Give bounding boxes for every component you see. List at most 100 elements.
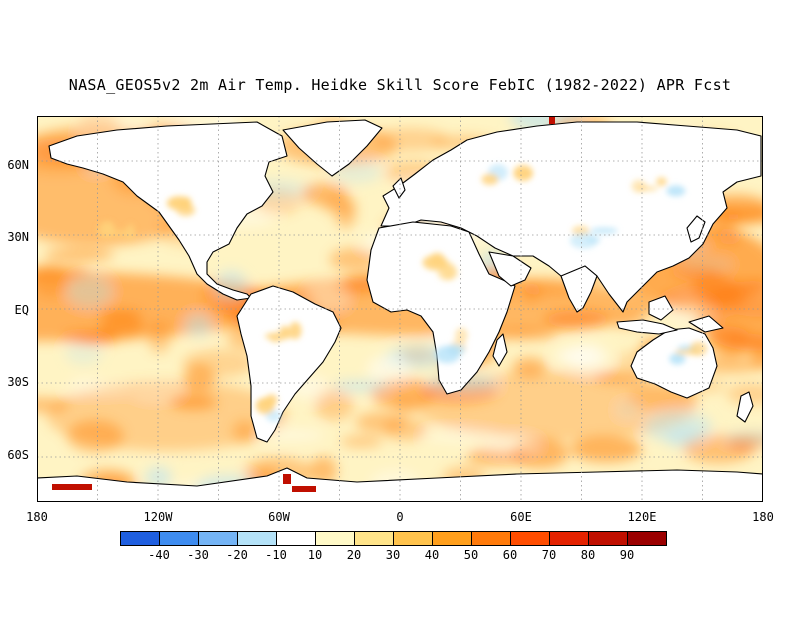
land-skill-texture <box>481 173 499 185</box>
skill-texture <box>491 329 556 340</box>
colorbar-swatch <box>198 531 238 546</box>
skill-texture <box>367 354 411 384</box>
colorbar <box>120 531 667 546</box>
colorbar-swatch <box>471 531 511 546</box>
land-skill-texture <box>590 227 618 235</box>
colorbar-tick-label: 70 <box>541 548 557 562</box>
lon-label-60w: 60W <box>268 510 290 524</box>
skill-texture <box>67 276 112 307</box>
colorbar-tick-label: 30 <box>385 548 401 562</box>
colorbar-tick-label: 80 <box>580 548 596 562</box>
colorbar-tick-label: -40 <box>148 548 170 562</box>
colorbar-swatch <box>237 531 277 546</box>
land-skill-texture <box>586 237 601 244</box>
colorbar-swatch <box>432 531 472 546</box>
lon-label-0: 0 <box>396 510 404 524</box>
skill-texture <box>372 128 448 151</box>
antarctic-patch <box>292 486 316 492</box>
colorbar-tick-label: 90 <box>619 548 635 562</box>
skill-texture <box>570 436 643 463</box>
land-skill-texture <box>656 177 667 187</box>
arctic-patch <box>549 117 555 124</box>
lat-label-30n: 30N <box>7 230 29 244</box>
skill-texture <box>335 201 356 229</box>
uk-coast <box>392 177 406 199</box>
arabia-coast <box>488 251 532 287</box>
madagascar-coast <box>492 333 508 367</box>
skill-texture <box>423 431 499 443</box>
africa-coast <box>366 221 516 395</box>
land-skill-texture <box>430 252 445 267</box>
skill-texture <box>512 357 547 377</box>
land-skill-texture <box>455 327 468 343</box>
new-zealand-coast <box>736 391 754 423</box>
skill-texture <box>544 310 611 329</box>
skill-texture <box>64 340 103 366</box>
skill-texture <box>644 411 713 444</box>
lon-label-180w: 180 <box>26 510 48 524</box>
land-skill-texture <box>631 179 647 193</box>
greenland-coast <box>282 119 383 177</box>
lat-label-eq: EQ <box>14 303 29 317</box>
land-skill-texture <box>513 169 534 178</box>
skill-texture <box>717 228 743 245</box>
colorbar-swatch <box>627 531 667 546</box>
skill-texture <box>314 388 354 421</box>
skill-texture <box>70 377 101 388</box>
skill-texture <box>680 259 734 270</box>
skill-texture <box>593 369 648 384</box>
skill-texture <box>100 309 143 320</box>
skill-texture <box>148 320 171 354</box>
skill-texture <box>78 331 119 346</box>
land-skill-texture <box>289 321 302 340</box>
land-skill-texture <box>110 229 136 238</box>
skill-texture <box>394 396 419 416</box>
lat-label-30s: 30S <box>7 375 29 389</box>
colorbar-swatch <box>510 531 550 546</box>
high-skill-patches <box>52 117 555 492</box>
land-skill-shading <box>97 164 708 422</box>
skill-texture <box>485 436 539 453</box>
colorbar-swatch <box>354 531 394 546</box>
map-plot-area[interactable] <box>37 116 763 502</box>
colorbar-swatch <box>159 531 199 546</box>
eurasia-coast <box>380 121 762 313</box>
colorbar-swatch <box>120 531 160 546</box>
new-guinea-coast <box>688 315 724 333</box>
skill-texture <box>38 397 70 413</box>
skill-texture <box>38 263 67 298</box>
colorbar-tick-label: -30 <box>187 548 209 562</box>
lon-label-180e: 180 <box>752 510 774 524</box>
land-skill-texture <box>669 353 686 365</box>
land-skill-texture <box>97 221 115 239</box>
colorbar-tick-label: -20 <box>226 548 248 562</box>
skill-texture <box>329 248 378 271</box>
colorbar-tick-label: 10 <box>307 548 323 562</box>
skill-texture <box>232 420 257 444</box>
colorbar-tick-label: -10 <box>265 548 287 562</box>
lon-label-120w: 120W <box>143 510 173 524</box>
colorbar-swatch <box>393 531 433 546</box>
land-skill-texture <box>674 349 701 356</box>
skill-texture <box>185 314 212 337</box>
antarctic-patch <box>52 484 92 490</box>
skill-texture <box>724 431 762 445</box>
land-skill-texture <box>434 345 461 364</box>
gridlines <box>38 117 762 501</box>
skill-texture <box>616 402 640 418</box>
colorbar-swatch <box>276 531 316 546</box>
lon-label-120e: 120E <box>627 510 657 524</box>
colorbar-tick-label: 60 <box>502 548 518 562</box>
skill-texture <box>100 313 145 340</box>
skill-texture <box>309 456 338 485</box>
japan-coast <box>686 215 706 243</box>
antarctica-coast <box>38 467 762 501</box>
skill-texture <box>301 182 349 206</box>
land-skill-texture <box>666 185 686 197</box>
land-skill-texture <box>569 232 598 249</box>
lat-label-60n: 60N <box>7 158 29 172</box>
lat-label-60s: 60S <box>7 448 29 462</box>
land-skill-texture <box>437 264 458 281</box>
colorbar-swatch <box>588 531 628 546</box>
colorbar-tick-label: 50 <box>463 548 479 562</box>
